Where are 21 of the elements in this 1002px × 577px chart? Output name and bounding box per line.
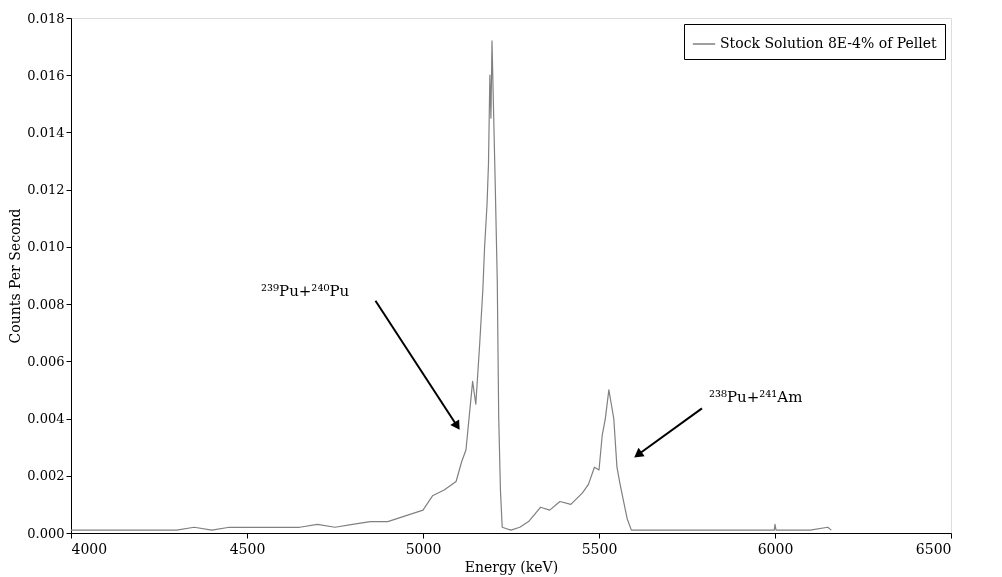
annotation: ²³⁸Pu+²⁴¹Am bbox=[708, 388, 803, 407]
y-tick-label: 0.016 bbox=[27, 67, 65, 83]
x-tick-label: 6000 bbox=[757, 540, 794, 557]
x-tick-label: 6500 bbox=[915, 540, 952, 557]
y-tick-label: 0.014 bbox=[27, 124, 65, 140]
y-tick-label: 0.012 bbox=[27, 182, 65, 198]
y-tick-label: 0.010 bbox=[27, 239, 65, 255]
y-axis-title: Counts Per Second bbox=[7, 208, 24, 344]
y-tick-label: 0.008 bbox=[27, 296, 65, 312]
annotation: ²³⁹Pu+²⁴⁰Pu bbox=[261, 281, 350, 300]
y-tick-label: 0.006 bbox=[27, 353, 65, 369]
x-tick-label: 4000 bbox=[71, 540, 108, 557]
y-tick-label: 0.004 bbox=[27, 411, 65, 427]
y-tick-label: 0.002 bbox=[27, 468, 65, 484]
x-tick-label: 5000 bbox=[405, 540, 442, 557]
x-tick-label: 5500 bbox=[581, 540, 618, 557]
y-tick-label: 0.018 bbox=[27, 10, 65, 26]
x-axis-title: Energy (keV) bbox=[464, 558, 559, 575]
x-tick-label: 4500 bbox=[229, 540, 266, 557]
y-tick-label: 0.000 bbox=[27, 525, 65, 541]
legend-label: Stock Solution 8E-4% of Pellet bbox=[720, 35, 938, 51]
